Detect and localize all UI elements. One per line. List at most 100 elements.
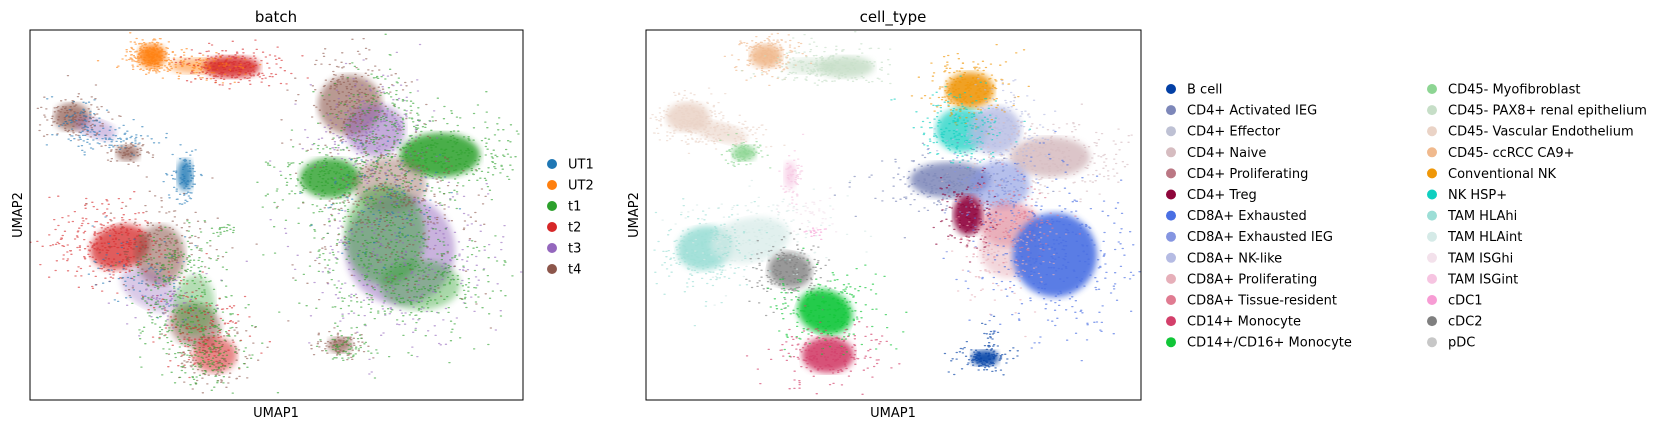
- cell-type-legend-label-cd8a-exhausted: CD8A+ Exhausted: [1187, 209, 1307, 224]
- cell-type-panel: cell_type UMAP1 UMAP2 B cell CD4+ Activat…: [627, 8, 1647, 421]
- cell-type-legend-marker-b-cell: [1166, 84, 1176, 94]
- cell-type-point-cloud-9: [745, 305, 901, 395]
- batch-cluster-16: [300, 158, 360, 198]
- cell-type-legend-marker-cdc2: [1427, 316, 1437, 327]
- cell-type-legend-label-cd8a-proliferating: CD8A+ Proliferating: [1187, 272, 1317, 287]
- cell-type-point-cloud-15: [933, 78, 1057, 167]
- batch-point-cloud-6: [100, 138, 155, 178]
- batch-point-cloud-30: [315, 322, 379, 362]
- cell-type-legend-marker-cd4-activated-ieg: [1166, 105, 1176, 116]
- cell-type-legend-marker-cd8a-exhausted: [1166, 210, 1176, 221]
- cell-type-legend-marker-tam-isgint: [1427, 273, 1437, 284]
- batch-point-cloud-3: [36, 74, 122, 141]
- cell-type-legend-label-cd4-effector: CD4+ Effector: [1187, 125, 1281, 140]
- cell-type-legend-marker-cd8a-proliferating: [1166, 273, 1176, 284]
- batch-point-cloud-11: [87, 216, 202, 321]
- cell-type-legend-label-cd4-activated-ieg: CD4+ Activated IEG: [1187, 104, 1317, 119]
- cell-type-legend-marker-pdc: [1427, 337, 1437, 348]
- cell-type-legend-label-cd8a-tissue-resident: CD8A+ Tissue-resident: [1187, 294, 1337, 309]
- cell-type-legend-label-cd8a-nk-like: CD8A+ NK-like: [1187, 251, 1282, 266]
- cell-type-legend-label-cd45-myofibroblast: CD45- Myofibroblast: [1448, 83, 1580, 98]
- cell-type-point-cloud-2: [649, 87, 729, 150]
- cell-type-point-cloud-23: [943, 340, 1019, 376]
- cell-type-legend-marker-cd4-effector: [1166, 126, 1176, 137]
- cell-type-legend-label-cd45-ccrcc-ca9: CD45- ccRCC CA9+: [1448, 146, 1575, 161]
- cell-type-legend-marker-tam-isghi: [1427, 252, 1437, 263]
- batch-legend-label-t1: t1: [568, 200, 581, 215]
- batch-point-cloud-24: [245, 120, 523, 375]
- cell-type-cluster-10: [802, 337, 854, 373]
- batch-point-cloud-27: [254, 119, 493, 336]
- batch-point-cloud-22: [256, 119, 411, 223]
- cell-type-title: cell_type: [860, 8, 927, 27]
- cell-type-point-cloud-8: [766, 247, 908, 357]
- cell-type-xlabel: UMAP1: [870, 406, 916, 421]
- batch-point-cloud-21: [332, 91, 520, 210]
- batch-legend-marker-t2: [547, 222, 557, 232]
- cell-type-legend-label-nk-hsp: NK HSP+: [1448, 188, 1507, 203]
- cell-type-legend-marker-cd45-myofibroblast: [1427, 84, 1437, 94]
- batch-point-cloud-20: [305, 33, 427, 195]
- batch-panel: batch UMAP1 UMAP2 UT1 UT2 t1 t2 t3 t4: [11, 8, 594, 421]
- batch-xlabel: UMAP1: [253, 406, 299, 421]
- cell-type-legend-marker-tam-hlaint: [1427, 231, 1437, 242]
- batch-point-cloud-29: [310, 330, 375, 361]
- batch-legend-label-ut1: UT1: [568, 158, 594, 173]
- cell-type-cluster-9: [797, 289, 853, 335]
- batch-point-cloud-28: [299, 140, 462, 269]
- cell-type-point-cloud-7: [745, 228, 832, 317]
- cell-type-point-cloud-14: [890, 75, 1032, 169]
- cell-type-legend-label-cd4-proliferating: CD4+ Proliferating: [1187, 167, 1308, 182]
- cell-type-legend-marker-cd8a-nk-like: [1166, 252, 1176, 263]
- cell-type-legend-label-cd14-monocyte: CD14+ Monocyte: [1187, 315, 1301, 330]
- cell-type-legend-marker-nk-hsp: [1427, 189, 1437, 200]
- batch-title: batch: [255, 8, 297, 26]
- batch-point-cloud-14: [147, 271, 272, 379]
- cell-type-legend-label-cdc1: cDC1: [1448, 294, 1483, 309]
- batch-points: [30, 32, 523, 394]
- cell-type-scatter-area: [646, 31, 1141, 395]
- cell-type-legend-marker-cd4-naive: [1166, 147, 1176, 158]
- batch-legend: UT1 UT2 t1 t2 t3 t4: [547, 158, 594, 278]
- batch-legend-marker-ut1: [547, 159, 557, 169]
- batch-legend-label-t4: t4: [568, 263, 581, 278]
- cell-type-legend-marker-cd14-monocyte: [1166, 316, 1176, 327]
- cell-type-point-cloud-10: [778, 133, 805, 205]
- batch-legend-marker-t4: [547, 264, 557, 274]
- batch-cluster-14: [345, 104, 405, 156]
- batch-point-cloud-17: [107, 261, 223, 337]
- cell-type-legend: B cell CD4+ Activated IEG CD4+ Effector CD4…: [1166, 83, 1647, 351]
- cell-type-legend-marker-cdc1: [1427, 295, 1437, 305]
- cell-type-cluster-8: [768, 251, 812, 289]
- batch-cluster-10: [193, 337, 237, 373]
- cell-type-point-cloud-6: [661, 179, 873, 306]
- batch-legend-label-ut2: UT2: [568, 179, 594, 194]
- cell-type-legend-label-cd8a-exhausted-ieg: CD8A+ Exhausted IEG: [1187, 230, 1333, 245]
- batch-point-cloud-4: [46, 96, 109, 145]
- batch-legend-label-t2: t2: [568, 221, 581, 236]
- cell-type-legend-label-tam-hlahi: TAM HLAhi: [1447, 209, 1517, 224]
- cell-type-legend-label-cdc2: cDC2: [1448, 315, 1483, 330]
- cell-type-cluster-2: [818, 56, 874, 78]
- cell-type-cluster-15: [1010, 137, 1090, 177]
- cell-type-legend-label-conventional-nk: Conventional NK: [1448, 167, 1557, 182]
- batch-point-cloud-2: [172, 39, 309, 90]
- cell-type-legend-marker-cd45-pax8-renal-epithelium: [1427, 105, 1437, 116]
- batch-point-cloud-5: [45, 118, 168, 156]
- batch-point-cloud-16: [140, 321, 280, 394]
- cell-type-legend-label-tam-isghi: TAM ISGhi: [1447, 251, 1513, 266]
- cell-type-legend-label-cd45-pax8-renal-epithelium: CD45- PAX8+ renal epithelium: [1448, 104, 1647, 119]
- batch-point-cloud-9: [30, 191, 208, 298]
- cell-type-point-cloud-18: [926, 130, 1038, 253]
- cell-type-point-cloud-12: [776, 187, 838, 233]
- cell-type-legend-label-cd45-vascular-endothelium: CD45- Vascular Endothelium: [1448, 125, 1634, 140]
- batch-point-cloud-19: [279, 43, 443, 202]
- batch-legend-marker-ut2: [547, 180, 557, 190]
- cell-type-point-cloud-22: [942, 130, 1141, 362]
- cell-type-point-cloud-1: [740, 31, 892, 86]
- batch-point-cloud-7: [162, 144, 203, 205]
- batch-cluster-20: [380, 260, 460, 310]
- batch-legend-marker-t3: [547, 243, 557, 253]
- cell-type-cluster-shapes: [666, 44, 1097, 373]
